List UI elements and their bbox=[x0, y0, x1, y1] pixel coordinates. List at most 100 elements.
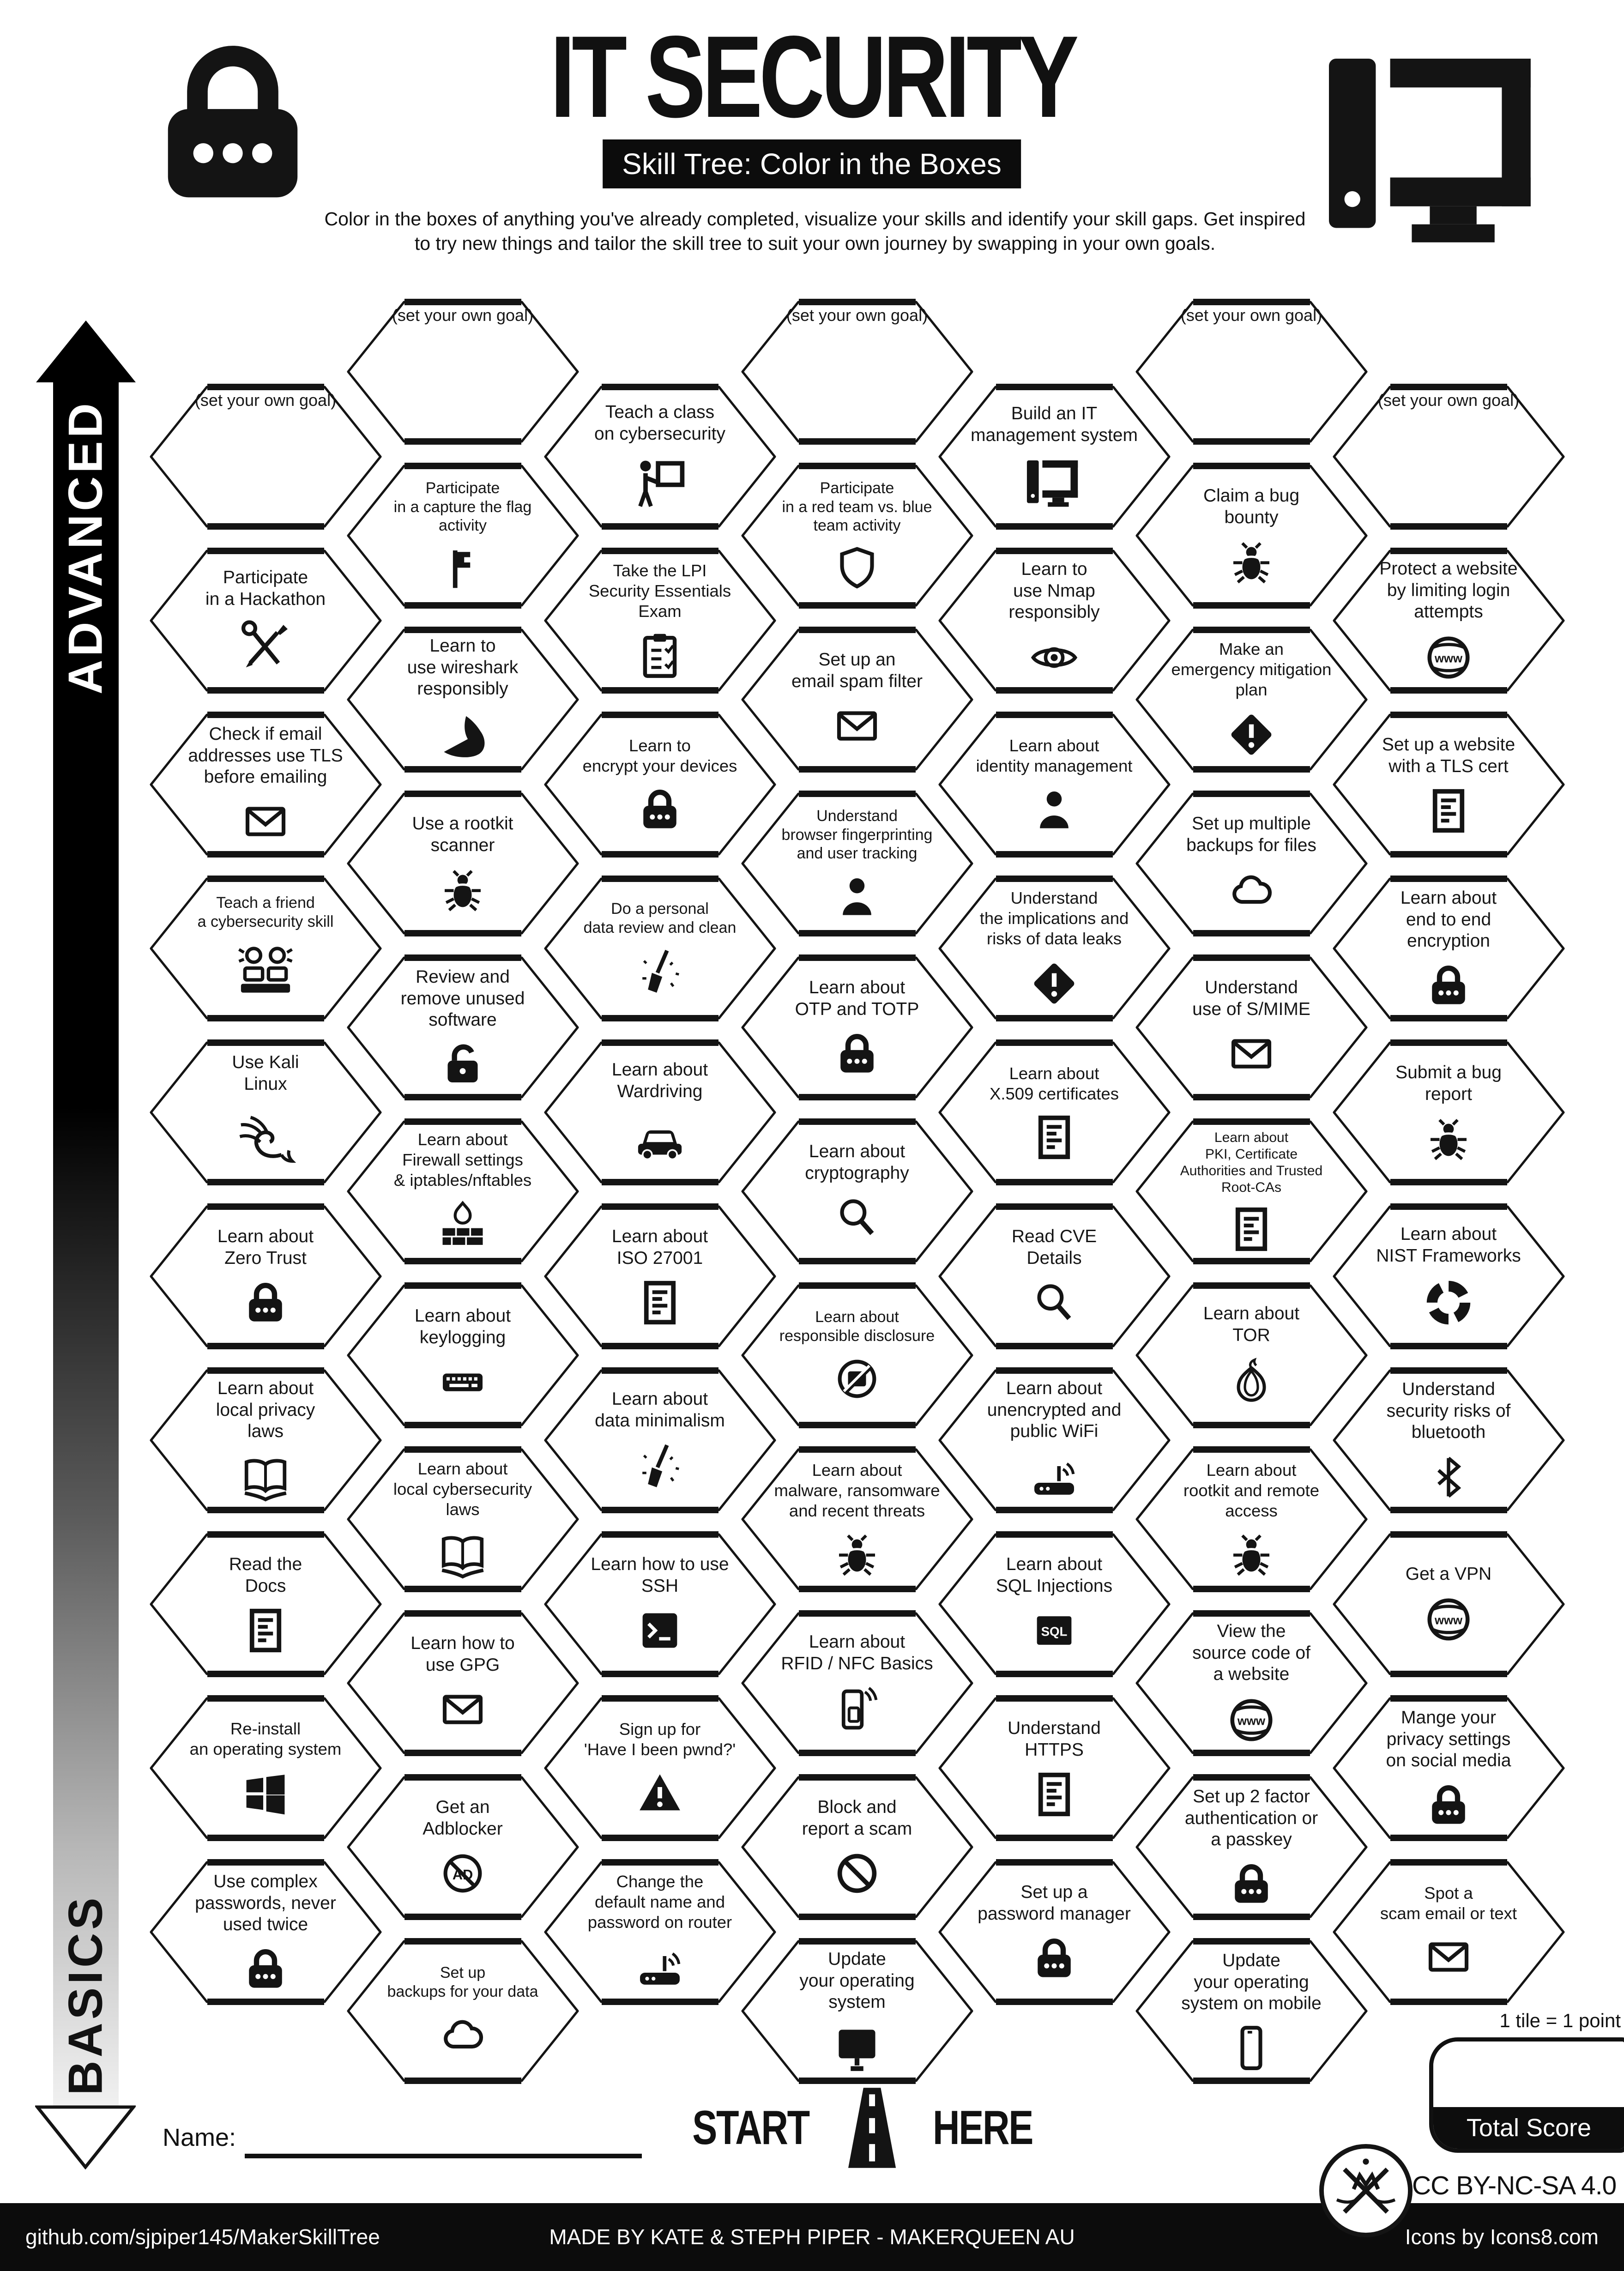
hex-outline bbox=[347, 1446, 579, 1592]
hex-tile[interactable]: Block and report a scam bbox=[738, 1773, 976, 1921]
hex-tile[interactable]: (set your own goal) bbox=[738, 298, 976, 446]
hex-tile[interactable]: Teach a class on cybersecurity bbox=[541, 383, 779, 531]
hex-label: Make an emergency mitigation plan bbox=[1171, 640, 1332, 699]
hex-tile[interactable]: Do a personal data review and clean bbox=[541, 875, 779, 1022]
hex-tile[interactable]: Learn to use wireshark responsibly bbox=[344, 626, 582, 773]
start-here-marker: START HERE bbox=[676, 2084, 1047, 2172]
hex-outline bbox=[150, 384, 381, 530]
hex-tile[interactable]: Learn about Zero Trust bbox=[147, 1202, 385, 1350]
hex-tile[interactable]: Learn about data minimalism bbox=[541, 1366, 779, 1514]
hex-tile[interactable]: Read CVE Details bbox=[936, 1202, 1173, 1350]
hex-tile[interactable]: Mange your privacy settings on social me… bbox=[1330, 1694, 1568, 1842]
hex-tile[interactable]: (set your own goal) bbox=[1133, 298, 1370, 446]
hex-tile[interactable]: Use Kali Linux bbox=[147, 1039, 385, 1186]
hex-tile[interactable]: Set up an email spam filter bbox=[738, 626, 976, 773]
hex-tile[interactable]: Sign up for 'Have I been pwnd?' bbox=[541, 1694, 779, 1842]
hex-tile[interactable]: Learn how to use SSH bbox=[541, 1530, 779, 1678]
hex-outline bbox=[1333, 1531, 1564, 1677]
total-score-box[interactable]: Total Score bbox=[1429, 2037, 1624, 2153]
hex-tile[interactable]: Understand browser fingerprinting and us… bbox=[738, 790, 976, 937]
hex-tile[interactable]: Use a rootkit scanner bbox=[344, 790, 582, 937]
hex-tile[interactable]: Learn about RFID / NFC Basics bbox=[738, 1609, 976, 1757]
hex-tile[interactable]: Use complex passwords, never used twice bbox=[147, 1858, 385, 2006]
total-score-write-area[interactable] bbox=[1433, 2041, 1624, 2107]
hex-tile[interactable]: Learn about rootkit and remote access bbox=[1133, 1445, 1370, 1593]
hex-tile[interactable]: Update your operating system bbox=[738, 1937, 976, 2085]
hex-tile[interactable]: Set up multiple backups for files bbox=[1133, 790, 1370, 937]
hex-label: Learn about data minimalism bbox=[595, 1389, 725, 1431]
hex-tile[interactable]: Learn about identity management bbox=[936, 711, 1173, 858]
hex-tile[interactable]: Participate in a Hackathon bbox=[147, 547, 385, 695]
hex-tile[interactable]: Set up a website with a TLS cert bbox=[1330, 711, 1568, 858]
broom-icon bbox=[634, 947, 685, 997]
hex-tile[interactable]: Learn about local cybersecurity laws bbox=[344, 1445, 582, 1593]
hex-label: Mange your privacy settings on social me… bbox=[1386, 1707, 1511, 1771]
hex-tile[interactable]: Understand the implications and risks of… bbox=[936, 875, 1173, 1022]
hex-tile[interactable]: Protect a website by limiting login atte… bbox=[1330, 547, 1568, 695]
hex-label: Sign up for 'Have I been pwnd?' bbox=[584, 1720, 736, 1759]
hex-tile[interactable]: Make an emergency mitigation plan bbox=[1133, 626, 1370, 773]
hex-tile[interactable]: Submit a bug report bbox=[1330, 1039, 1568, 1186]
hex-tile[interactable]: Set up backups for your data bbox=[344, 1937, 582, 2085]
monitor-icon bbox=[832, 2023, 882, 2073]
hex-tile[interactable]: Claim a bug bounty bbox=[1133, 462, 1370, 610]
hex-tile[interactable]: (set your own goal) bbox=[344, 298, 582, 446]
hex-tile[interactable]: Check if email addresses use TLS before … bbox=[147, 711, 385, 858]
hex-tile[interactable]: (set your own goal) bbox=[147, 383, 385, 531]
hex-tile[interactable]: Build an IT management system bbox=[936, 383, 1173, 531]
envelope-icon bbox=[1425, 1933, 1473, 1981]
hex-tile[interactable]: Teach a friend a cybersecurity skill bbox=[147, 875, 385, 1022]
bug-icon bbox=[1227, 538, 1275, 586]
hex-tile[interactable]: Learn about cryptography bbox=[738, 1117, 976, 1265]
footer-icons-credit[interactable]: Icons by Icons8.com bbox=[1405, 2225, 1599, 2249]
hex-tile[interactable]: Learn about SQL Injections bbox=[936, 1530, 1173, 1678]
hex-tile[interactable]: Update your operating system on mobile bbox=[1133, 1937, 1370, 2085]
hex-tile[interactable]: Learn about OTP and TOTP bbox=[738, 954, 976, 1101]
hex-tile[interactable]: Participate in a red team vs. blue team … bbox=[738, 462, 976, 610]
hex-outline bbox=[1333, 1695, 1564, 1841]
hex-tile[interactable]: Change the default name and password on … bbox=[541, 1858, 779, 2006]
hex-tile[interactable]: Participate in a capture the flag activi… bbox=[344, 462, 582, 610]
hex-label: Use complex passwords, never used twice bbox=[195, 1871, 336, 1935]
hex-tile[interactable]: Learn about local privacy laws bbox=[147, 1366, 385, 1514]
hex-tile[interactable]: Spot a scam email or text bbox=[1330, 1858, 1568, 2006]
hex-tile[interactable]: Learn about NIST Frameworks bbox=[1330, 1202, 1568, 1350]
hex-tile[interactable]: Learn about unencrypted and public WiFi bbox=[936, 1366, 1173, 1514]
hex-tile[interactable]: Learn about malware, ransomware and rece… bbox=[738, 1445, 976, 1593]
hex-tile[interactable]: Learn about end to end encryption bbox=[1330, 875, 1568, 1022]
hex-tile[interactable]: (set your own goal) bbox=[1330, 383, 1568, 531]
hex-tile[interactable]: Understand security risks of bluetooth bbox=[1330, 1366, 1568, 1514]
hex-tile[interactable]: Learn about responsible disclosure bbox=[738, 1281, 976, 1429]
hex-outline bbox=[741, 1446, 973, 1592]
hex-tile[interactable]: Get a VPN bbox=[1330, 1530, 1568, 1678]
hex-tile[interactable]: Re-install an operating system bbox=[147, 1694, 385, 1842]
hex-tile[interactable]: Learn to use Nmap responsibly bbox=[936, 547, 1173, 695]
hex-label: Change the default name and password on … bbox=[587, 1872, 732, 1932]
hex-content: Learn about Wardriving bbox=[565, 1042, 755, 1183]
hex-tile[interactable]: Take the LPI Security Essentials Exam bbox=[541, 547, 779, 695]
hex-tile[interactable]: Learn about keylogging bbox=[344, 1281, 582, 1429]
hex-tile[interactable]: Read the Docs bbox=[147, 1530, 385, 1678]
hex-tile[interactable]: View the source code of a website bbox=[1133, 1609, 1370, 1757]
name-input-line[interactable] bbox=[245, 2125, 642, 2158]
hex-tile[interactable]: Learn about TOR bbox=[1133, 1281, 1370, 1429]
hex-tile[interactable]: Learn about X.509 certificates bbox=[936, 1039, 1173, 1186]
footer-credit: MADE BY KATE & STEPH PIPER - MAKERQUEEN … bbox=[549, 2225, 1075, 2249]
hex-tile[interactable]: Set up 2 factor authentication or a pass… bbox=[1133, 1773, 1370, 1921]
hex-tile[interactable]: Learn about ISO 27001 bbox=[541, 1202, 779, 1350]
hex-tile[interactable]: Learn about PKI, Certificate Authorities… bbox=[1133, 1117, 1370, 1265]
hex-tile[interactable]: Set up a password manager bbox=[936, 1858, 1173, 2006]
hex-tile[interactable]: Understand use of S/MIME bbox=[1133, 954, 1370, 1101]
hex-tile[interactable]: Learn about Firewall settings & iptables… bbox=[344, 1117, 582, 1265]
presenter-icon bbox=[631, 454, 688, 512]
hex-content: Claim a bug bounty bbox=[1157, 465, 1346, 606]
hex-tile[interactable]: Review and remove unused software bbox=[344, 954, 582, 1101]
hex-tile[interactable]: Learn about Wardriving bbox=[541, 1039, 779, 1186]
diamond-icon bbox=[1226, 709, 1277, 760]
hex-content: Learn about local privacy laws bbox=[171, 1370, 361, 1510]
hex-tile[interactable]: Learn to encrypt your devices bbox=[541, 711, 779, 858]
hex-tile[interactable]: Understand HTTPS bbox=[936, 1694, 1173, 1842]
hex-tile[interactable]: Get an Adblocker bbox=[344, 1773, 582, 1921]
hex-tile[interactable]: Learn how to use GPG bbox=[344, 1609, 582, 1757]
footer-repo-link[interactable]: github.com/sjpiper145/MakerSkillTree bbox=[25, 2225, 380, 2249]
